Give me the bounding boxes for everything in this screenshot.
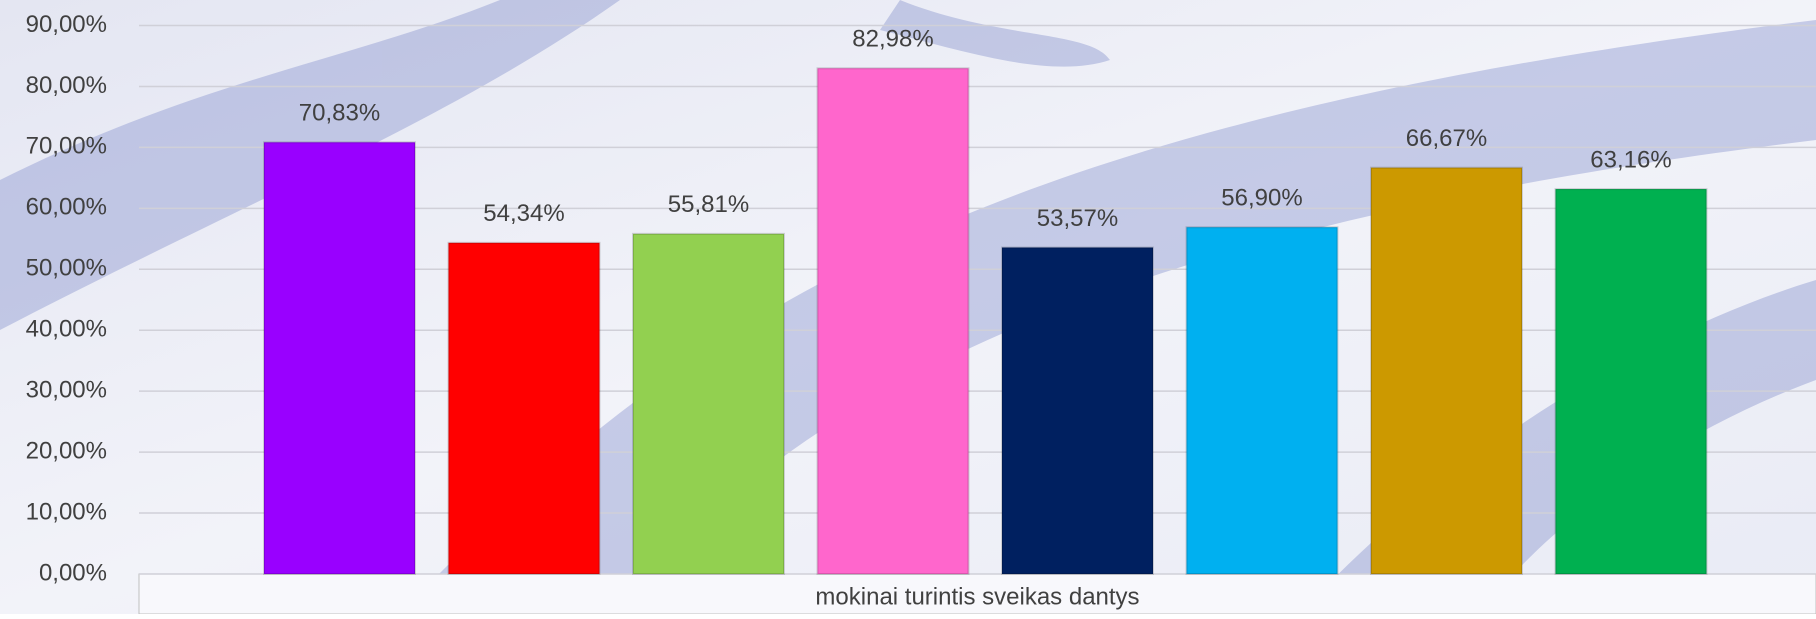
y-tick-label: 10,00% [26,498,107,525]
value-label: 66,67% [1406,125,1487,152]
bar [1001,246,1154,576]
y-tick-label: 80,00% [26,72,107,99]
bar [1370,166,1523,576]
y-tick-label: 30,00% [26,377,107,404]
value-label: 53,57% [1037,205,1118,232]
y-tick-label: 90,00% [26,11,107,38]
value-label: 54,34% [483,200,564,227]
bar [816,67,970,576]
bar [632,232,785,575]
bar [1554,188,1708,575]
y-tick-label: 0,00% [39,559,107,586]
y-tick-label: 60,00% [26,194,107,221]
value-label: 82,98% [852,26,933,53]
bar [1185,226,1339,575]
value-label: 63,16% [1590,146,1671,173]
y-tick-label: 50,00% [26,255,107,282]
bar [447,241,601,576]
y-tick-label: 20,00% [26,437,107,464]
x-tick-label: mokinai turintis sveikas dantys [815,583,1139,610]
y-tick-label: 40,00% [26,316,107,343]
y-tick-label: 70,00% [26,133,107,160]
value-label: 70,83% [299,100,380,127]
bar [263,141,416,575]
value-label: 56,90% [1221,185,1302,212]
value-label: 55,81% [668,191,749,218]
